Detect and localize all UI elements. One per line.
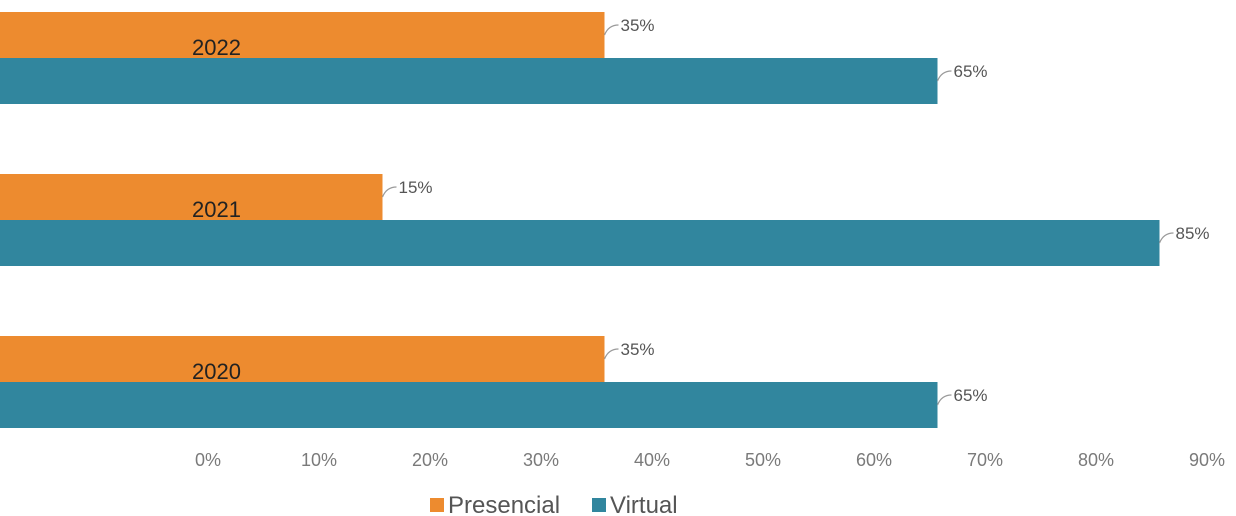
data-labels-layer: 35% 65% 15% 85% 35% 65% — [399, 16, 1210, 405]
bar-virtual-2022 — [0, 58, 938, 104]
bar-virtual-2020 — [0, 382, 938, 428]
data-label-presencial-2020: 35% — [621, 340, 655, 359]
x-tick-label: 50% — [745, 450, 781, 470]
legend-swatch-virtual — [592, 498, 606, 512]
leader-presencial-2022 — [603, 24, 619, 36]
legend-swatch-presencial — [430, 498, 444, 512]
legend-label-presencial: Presencial — [448, 492, 560, 516]
data-label-presencial-2021: 15% — [399, 178, 433, 197]
leader-virtual-2021 — [1158, 232, 1174, 244]
leader-presencial-2021 — [381, 186, 397, 198]
x-tick-label: 20% — [412, 450, 448, 470]
bar-presencial-2022 — [0, 12, 605, 58]
leader-virtual-2020 — [936, 394, 952, 406]
category-label-2020: 2020 — [192, 359, 241, 384]
x-tick-label: 80% — [1078, 450, 1114, 470]
data-label-virtual-2022: 65% — [954, 62, 988, 81]
data-label-virtual-2020: 65% — [954, 386, 988, 405]
legend-label-virtual: Virtual — [610, 492, 678, 516]
leader-presencial-2020 — [603, 348, 619, 360]
bar-virtual-2021 — [0, 220, 1160, 266]
category-label-2022: 2022 — [192, 35, 241, 60]
leader-virtual-2022 — [936, 70, 952, 82]
bars-layer — [0, 12, 1160, 428]
x-tick-label: 90% — [1189, 450, 1225, 470]
x-tick-label: 30% — [523, 450, 559, 470]
category-labels-layer: 2022 2021 2020 — [192, 35, 241, 384]
bar-presencial-2020 — [0, 336, 605, 382]
x-tick-label: 40% — [634, 450, 670, 470]
data-label-presencial-2022: 35% — [621, 16, 655, 35]
data-label-leaders — [381, 24, 1174, 406]
bar-presencial-2021 — [0, 174, 383, 220]
x-tick-label: 10% — [301, 450, 337, 470]
x-tick-label: 60% — [856, 450, 892, 470]
x-axis-ticks: 0% 10% 20% 30% 40% 50% 60% 70% 80% 90% — [195, 450, 1225, 470]
category-label-2021: 2021 — [192, 197, 241, 222]
data-label-virtual-2021: 85% — [1176, 224, 1210, 243]
x-tick-label: 70% — [967, 450, 1003, 470]
x-tick-label: 0% — [195, 450, 221, 470]
legend: Presencial Virtual — [430, 492, 678, 516]
